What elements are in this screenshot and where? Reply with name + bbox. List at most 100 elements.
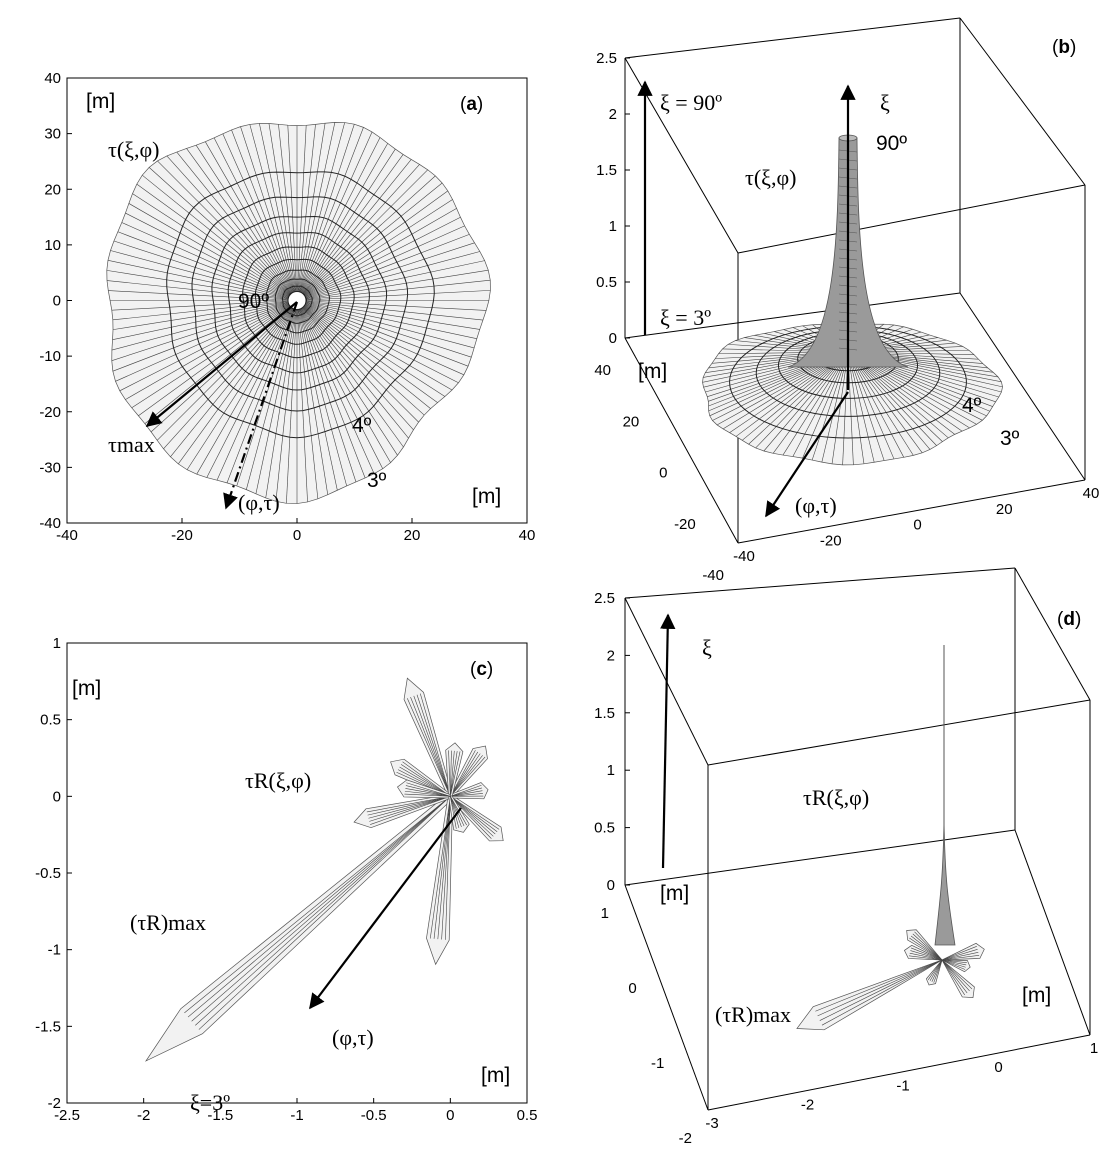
panel-a-radial-line <box>296 300 472 358</box>
panel-b-x-tick-label: 40 <box>1083 485 1100 502</box>
panel-d-lobe-line <box>909 937 943 961</box>
panel-a-radial-line <box>296 122 345 301</box>
panel-b-box-edge <box>624 57 739 254</box>
panel-c-lobe-line <box>450 755 483 797</box>
panel-a-radial-line <box>206 300 298 478</box>
panel-d-lobe-line <box>941 959 968 994</box>
panel-a-radial-line <box>111 300 298 351</box>
panel-d-lobe-line <box>941 959 966 970</box>
panel-b-y-tick-label: -40 <box>702 567 724 584</box>
panel-a-x-tick-label: 40 <box>519 527 536 544</box>
panel-a-unit-top: [m] <box>86 90 115 113</box>
panel-d-lobe-line <box>909 955 943 961</box>
panel-a-radial-line <box>121 222 298 301</box>
panel-a-radial-line <box>144 300 298 424</box>
panel-c-lobe-line <box>184 796 451 1014</box>
panel-a-radial-line <box>222 133 298 301</box>
panel-c-lobe-line <box>450 793 483 797</box>
panel-c-lobe-line <box>406 782 451 797</box>
panel-a-phi-tau-label: (φ,τ) <box>238 490 280 515</box>
panel-b-radial-line <box>755 351 849 449</box>
panel-b-radial-line <box>802 351 849 459</box>
panel-c-lobe-line <box>448 750 451 797</box>
panel-d-lobe-line <box>941 959 967 966</box>
panel-a-radial-line <box>296 124 316 301</box>
panel-d: 2.5 2 1.5 1 0.5 0 1 0 -1 -2 -3 -2 -1 0 1 (d) ξ τR(ξ,… <box>594 567 1098 1147</box>
panel-a-radial-line <box>296 300 431 409</box>
panel-d-z-tick-label: 0 <box>607 877 615 894</box>
panel-c-label: (c) <box>470 659 493 680</box>
panel-a-radial-line <box>296 300 453 391</box>
panel-a-surface-mesh <box>106 122 491 504</box>
panel-b-phi-tau-arrow <box>765 391 849 518</box>
panel-a-radial-line <box>178 300 298 465</box>
panel-b-unit-label: [m] <box>638 360 667 383</box>
panel-a-radial-line <box>186 300 298 470</box>
panel-d-lobe-line <box>931 959 943 982</box>
panel-b-z-ticks: 2.5 2 1.5 1 0.5 0 <box>596 50 630 347</box>
panel-c-lobe-line <box>405 788 451 797</box>
panel-c-lobe-line <box>450 751 461 797</box>
panel-a-radial-line <box>296 143 388 301</box>
panel-d-x-ticks: -3 -2 -1 0 1 <box>705 1040 1098 1132</box>
panel-a-radial-line <box>226 300 298 483</box>
panel-c-lobe-line <box>413 695 451 797</box>
panel-a-radial-line <box>296 300 480 330</box>
panel-a-radial-line <box>106 280 298 301</box>
panel-a-radial-line <box>170 300 298 457</box>
panel-a-radial-line <box>110 250 298 301</box>
panel-a-ring-4-label: 4º <box>352 414 372 437</box>
panel-d-box-edge <box>707 1034 1091 1111</box>
panel-a-tau-label: τ(ξ,φ) <box>108 137 160 162</box>
panel-b-radial-line <box>847 351 895 460</box>
panel-a-radial-line <box>296 122 336 301</box>
panel-b-x-tick-label: -20 <box>820 532 842 549</box>
panel-d-x-tick-label: -3 <box>705 1115 718 1132</box>
panel-c-lobe-line <box>450 753 481 797</box>
panel-a-ring-3-label: 3º <box>367 469 387 492</box>
panel-a-y-tick-label: 30 <box>44 126 61 143</box>
panel-a-radial-line <box>131 300 298 409</box>
panel-c-lobe-line <box>450 796 460 828</box>
panel-d-box-edge <box>1014 567 1091 701</box>
panel-a-contour-ring <box>265 269 330 334</box>
panel-a-radial-line <box>296 216 461 301</box>
panel-c-surface-mesh <box>144 677 504 1062</box>
panel-b-radial-line <box>811 351 849 461</box>
panel-b-z-tick-label: 0.5 <box>596 274 617 291</box>
panel-a-radial-line <box>132 193 298 301</box>
panel-a-radial-line <box>213 137 298 301</box>
panel-c-unit-top: [m] <box>72 677 101 700</box>
panel-a-radial-line <box>249 124 298 301</box>
panel-b-box-edge <box>624 337 739 544</box>
panel-d-unit1-label: [m] <box>660 882 689 905</box>
panel-d-lobe-line <box>941 959 970 992</box>
panel-c-lobe-line <box>369 796 451 822</box>
panel-d-x-tick-label: 1 <box>1090 1040 1098 1057</box>
panel-a-radial-line <box>112 300 298 321</box>
panel-b-y-tick-label: 0 <box>659 465 667 482</box>
panel-b-x-ticks: -40 -20 0 20 40 <box>733 485 1099 565</box>
panel-a-radial-line <box>296 182 443 301</box>
panel-a-x-tick-label: 0 <box>293 527 301 544</box>
panel-d-lobe-line <box>819 959 943 1021</box>
panel-d-box-edge <box>624 829 1016 886</box>
panel-c-lobe-line <box>195 796 451 1026</box>
panel-a-contour-ring <box>227 232 370 374</box>
panel-c-lobe-line <box>450 796 465 827</box>
panel-d-y-tick-label: 1 <box>601 905 609 922</box>
panel-d-lobe-line <box>909 952 943 961</box>
panel-c-lobe-line <box>407 698 451 797</box>
panel-d-lobe-line <box>910 935 943 961</box>
panel-b-y-tick-label: 20 <box>623 413 640 430</box>
panel-b-z-tick-label: 2 <box>609 106 617 123</box>
panel-a-radial-line <box>296 131 373 301</box>
panel-b-surface-mesh <box>702 134 1003 466</box>
panel-a-radial-line <box>205 141 298 301</box>
panel-a-radial-line <box>296 300 419 423</box>
panel-a-radial-line <box>296 242 475 301</box>
panel-d-z-tick-label: 1.5 <box>594 705 615 722</box>
panel-a-radial-line <box>125 300 298 400</box>
panel-d-y-tick-label: -1 <box>651 1055 664 1072</box>
